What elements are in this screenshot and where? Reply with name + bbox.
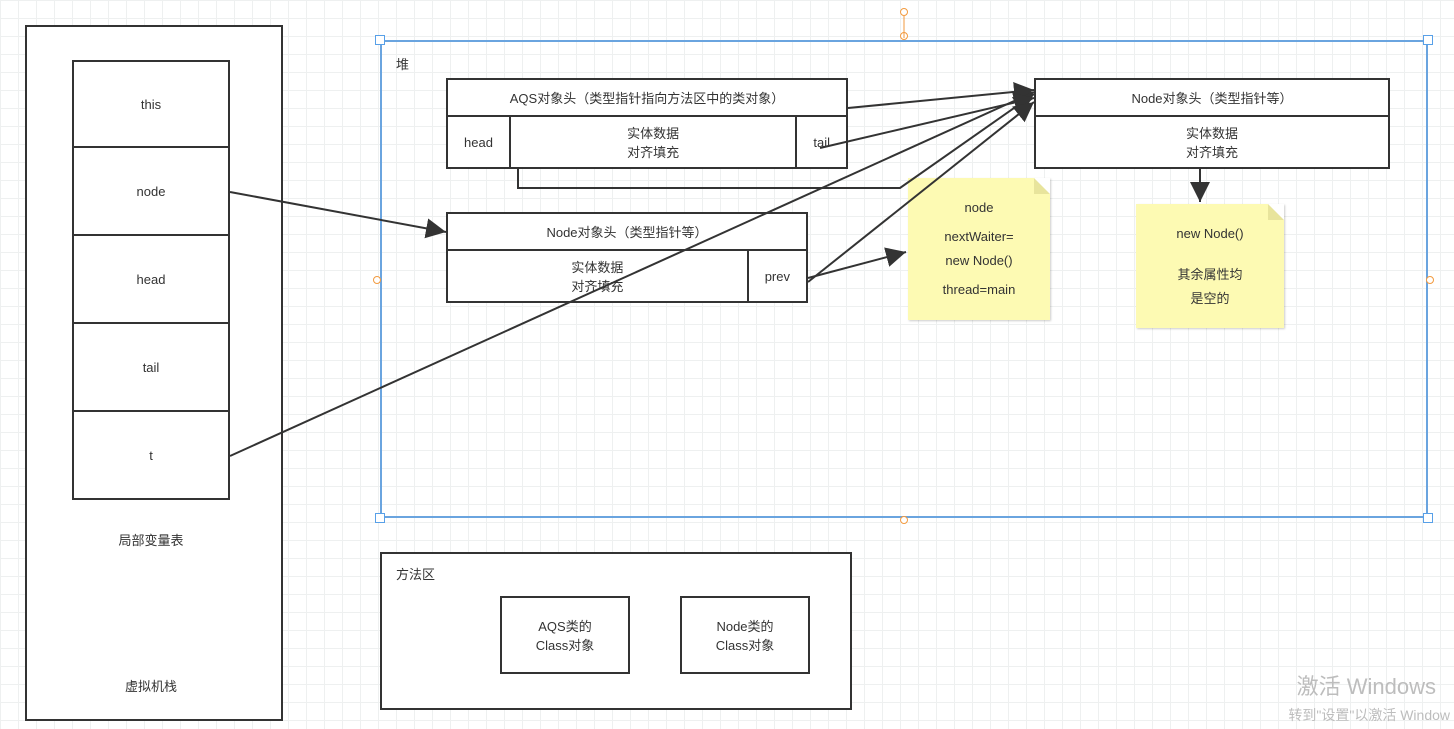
node1-header: Node对象头（类型指针等） [446,212,808,251]
stack-cell-label: node [137,184,166,199]
stack-cell-node: node [72,148,230,236]
node2-body: 实体数据 对齐填充 [1034,117,1390,169]
heap-label: 堆 [396,54,409,73]
aqs-class-line1: AQS类的 [538,616,591,635]
node1-prev-label: prev [765,269,790,284]
node-class-line2: Class对象 [716,635,775,654]
local-var-table: this node head tail t [72,60,230,500]
node2-body-line2: 对齐填充 [1042,142,1382,161]
aqs-tail-field: tail [795,117,846,167]
sel-handle-tm[interactable] [900,32,908,40]
node1-body-line2: 对齐填充 [454,276,741,295]
aqs-header: AQS对象头（类型指针指向方法区中的类对象） [446,78,848,117]
stack-cell-label: t [149,448,153,463]
note-line: node [924,196,1034,219]
stack-cell-head: head [72,236,230,324]
aqs-body-line2: 对齐填充 [517,142,789,161]
sel-handle-bl[interactable] [375,513,385,523]
node1-body-line1: 实体数据 [454,257,741,276]
node2-object: Node对象头（类型指针等） 实体数据 对齐填充 [1034,78,1390,169]
local-var-label: 局部变量表 [72,530,230,549]
stack-cell-this: this [72,60,230,148]
windows-watermark-2: 转到"设置"以激活 Window [1288,705,1450,725]
sel-handle-tr[interactable] [1423,35,1433,45]
stack-cell-label: this [141,97,161,112]
node2-body-text: 实体数据 对齐填充 [1036,117,1388,167]
aqs-head-field: head [448,117,511,167]
aqs-body-line1: 实体数据 [517,123,789,142]
sel-handle-rot[interactable] [900,8,908,16]
stack-cell-label: head [137,272,166,287]
vm-stack-label: 虚拟机栈 [72,676,230,695]
stack-cell-t: t [72,412,230,500]
note-line: nextWaiter= [924,225,1034,248]
node1-object: Node对象头（类型指针等） 实体数据 对齐填充 prev [446,212,808,303]
aqs-class-object: AQS类的 Class对象 [500,596,630,674]
aqs-object: AQS对象头（类型指针指向方法区中的类对象） head 实体数据 对齐填充 ta… [446,78,848,169]
aqs-body: head 实体数据 对齐填充 tail [446,117,848,169]
note-line: new Node() [924,249,1034,272]
sel-handle-ml[interactable] [373,276,381,284]
sel-handle-bm[interactable] [900,516,908,524]
stack-cell-tail: tail [72,324,230,412]
sel-handle-tl[interactable] [375,35,385,45]
node1-body: 实体数据 对齐填充 prev [446,251,808,303]
sel-handle-mr[interactable] [1426,276,1434,284]
note-line: new Node() [1152,222,1268,245]
aqs-class-line2: Class对象 [536,635,595,654]
note-node-detail: node nextWaiter= new Node() thread=main [908,178,1050,320]
note-newnode-detail: new Node() 其余属性均 是空的 [1136,204,1284,328]
node-class-object: Node类的 Class对象 [680,596,810,674]
windows-watermark-1: 激活 Windows [1297,669,1436,701]
node-class-line1: Node类的 [716,616,773,635]
node1-prev-field: prev [747,251,806,301]
aqs-tail-label: tail [813,135,830,150]
aqs-head-label: head [464,135,493,150]
method-area-label: 方法区 [396,564,435,583]
node2-body-line1: 实体数据 [1042,123,1382,142]
note-line: thread=main [924,278,1034,301]
note-line: 是空的 [1152,287,1268,310]
stack-cell-label: tail [143,360,160,375]
node2-header: Node对象头（类型指针等） [1034,78,1390,117]
note-line: 其余属性均 [1152,263,1268,286]
aqs-body-text: 实体数据 对齐填充 [511,117,795,167]
sel-handle-br[interactable] [1423,513,1433,523]
node1-body-text: 实体数据 对齐填充 [448,251,747,301]
